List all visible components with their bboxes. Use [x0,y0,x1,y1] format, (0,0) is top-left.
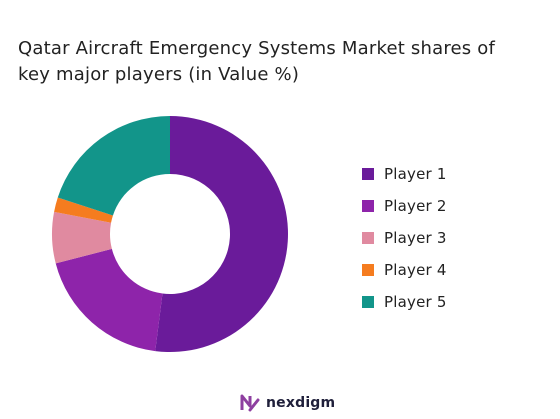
brand-name: nexdigm [266,395,336,411]
donut-slice-player-3 [52,211,112,264]
chart-title: Qatar Aircraft Emergency Systems Market … [18,36,538,88]
donut-slice-player-1 [155,116,288,353]
legend-label-player-1: Player 1 [384,165,447,183]
legend-label-player-5: Player 5 [384,293,447,311]
donut-slices [52,116,288,353]
nexdigm-logo-icon [240,394,260,412]
legend-item-player-1: Player 1 [362,158,447,190]
donut-slice-player-4 [54,197,113,223]
legend-label-player-4: Player 4 [384,261,447,279]
legend-swatch-player-2 [362,200,374,212]
legend-swatch-player-3 [362,232,374,244]
legend-label-player-2: Player 2 [384,197,447,215]
legend-item-player-3: Player 3 [362,222,447,254]
legend-label-player-3: Player 3 [384,229,447,247]
legend-swatch-player-5 [362,296,374,308]
chart-title-line-2: key major players (in Value %) [18,64,300,85]
donut-slice-player-2 [55,248,163,352]
legend-item-player-5: Player 5 [362,286,447,318]
legend-item-player-4: Player 4 [362,254,447,286]
legend: Player 1 Player 2 Player 3 Player 4 Play… [362,158,447,318]
chart-title-line-1: Qatar Aircraft Emergency Systems Market … [18,38,496,59]
donut-slice-player-5 [57,116,170,216]
legend-swatch-player-1 [362,168,374,180]
brand-logo: nexdigm [240,394,335,412]
legend-item-player-2: Player 2 [362,190,447,222]
legend-swatch-player-4 [362,264,374,276]
